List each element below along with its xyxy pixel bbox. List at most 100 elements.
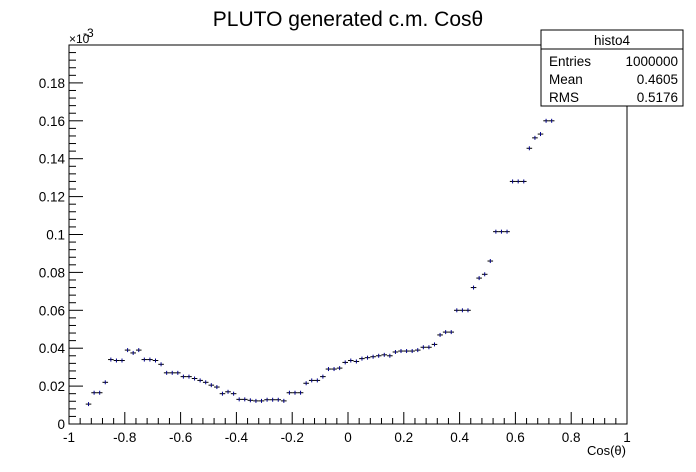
x-tick-label: 0.4 <box>450 430 469 445</box>
data-point <box>135 348 142 353</box>
data-point <box>353 359 360 364</box>
stats-value-rms: 0.5176 <box>637 90 678 105</box>
data-point <box>426 345 432 350</box>
data-point <box>119 358 125 363</box>
data-point <box>264 397 270 402</box>
data-point <box>96 390 103 395</box>
data-point <box>241 397 248 402</box>
data-point <box>191 376 198 381</box>
data-point <box>543 118 549 123</box>
data-point <box>420 345 427 350</box>
data-point <box>537 132 544 137</box>
data-point <box>493 229 499 234</box>
data-point <box>141 357 148 362</box>
x-tick-label: 0 <box>344 430 352 445</box>
data-point <box>509 179 516 184</box>
data-point <box>202 380 209 385</box>
data-point <box>169 370 176 375</box>
data-point <box>431 342 438 347</box>
data-point <box>526 146 533 151</box>
data-point <box>437 332 443 337</box>
data-point <box>398 349 404 354</box>
x-tick-label: 1 <box>623 430 631 445</box>
data-point <box>286 390 293 395</box>
data-point <box>403 349 410 354</box>
x-tick-label: -0.4 <box>225 430 249 445</box>
data-point <box>498 229 505 234</box>
data-point <box>359 356 365 361</box>
stats-label-entries: Entries <box>549 54 591 69</box>
y-exponent-base: ×10 <box>69 32 90 46</box>
data-point <box>292 390 298 395</box>
data-point <box>281 398 287 403</box>
data-point <box>342 360 348 365</box>
data-point <box>375 353 382 358</box>
data-point <box>108 357 114 362</box>
data-point <box>253 398 259 403</box>
data-point <box>414 348 421 353</box>
y-tick-label: 0 <box>57 417 65 432</box>
x-tick-label: 0.8 <box>562 430 581 445</box>
data-point <box>320 374 326 379</box>
data-point <box>175 370 181 375</box>
data-point <box>186 374 192 379</box>
x-tick-label: -1 <box>63 430 75 445</box>
data-point <box>197 378 203 383</box>
stats-box-frame <box>540 29 684 107</box>
data-point <box>258 398 265 403</box>
data-point <box>130 350 136 355</box>
y-tick-label: 0.18 <box>39 76 65 91</box>
data-point <box>459 308 466 313</box>
data-point <box>409 349 415 354</box>
y-tick-label: 0.02 <box>39 379 65 394</box>
y-tick-label: 0.14 <box>39 152 66 167</box>
data-point <box>548 118 555 123</box>
data-point <box>504 229 510 234</box>
data-point <box>331 367 337 372</box>
y-tick-label: 0.06 <box>39 303 65 318</box>
data-point <box>230 391 237 396</box>
x-tick-label: 0.2 <box>394 430 413 445</box>
data-point <box>113 358 120 363</box>
x-axis-label: Cos(θ) <box>587 443 626 458</box>
data-point <box>236 397 242 402</box>
data-point <box>442 330 449 335</box>
data-point <box>348 358 354 363</box>
data-point <box>102 380 109 385</box>
data-point <box>147 357 153 362</box>
data-point <box>214 385 220 390</box>
data-point <box>124 348 131 353</box>
data-point <box>325 367 332 372</box>
data-point <box>158 362 164 367</box>
data-point <box>247 398 254 403</box>
y-tick-label: 0.12 <box>39 190 65 205</box>
y-exponent-power: -3 <box>83 26 94 40</box>
stats-label-rms: RMS <box>549 90 579 105</box>
y-axis: 0 0.02 0.04 0.06 0.08 0.1 0.12 0.14 0.16 0.18 <box>39 44 83 432</box>
stats-value-entries: 1000000 <box>625 54 678 69</box>
stats-box: histo4 Entries 1000000 Mean 0.4605 RMS 0… <box>540 29 684 107</box>
data-point <box>314 378 321 383</box>
y-tick-label: 0.04 <box>39 341 66 356</box>
data-point <box>336 366 343 371</box>
data-point <box>297 390 304 395</box>
data-point <box>487 259 494 264</box>
y-exponent-label: ×10 -3 <box>69 26 94 46</box>
data-point <box>454 308 460 313</box>
data-point <box>515 179 521 184</box>
data-point <box>219 391 226 396</box>
data-point <box>387 353 393 358</box>
stats-value-mean: 0.4605 <box>637 72 678 87</box>
data-point <box>470 285 477 290</box>
data-point <box>163 370 170 375</box>
x-tick-label: -0.2 <box>281 430 304 445</box>
data-point <box>392 349 399 354</box>
y-tick-label: 0.1 <box>46 228 65 243</box>
data-point <box>308 378 315 383</box>
data-point <box>476 276 482 281</box>
y-tick-label: 0.08 <box>39 265 65 280</box>
chart-title: PLUTO generated c.m. Cosθ <box>213 8 483 31</box>
data-point <box>225 389 231 394</box>
data-point <box>85 402 92 407</box>
